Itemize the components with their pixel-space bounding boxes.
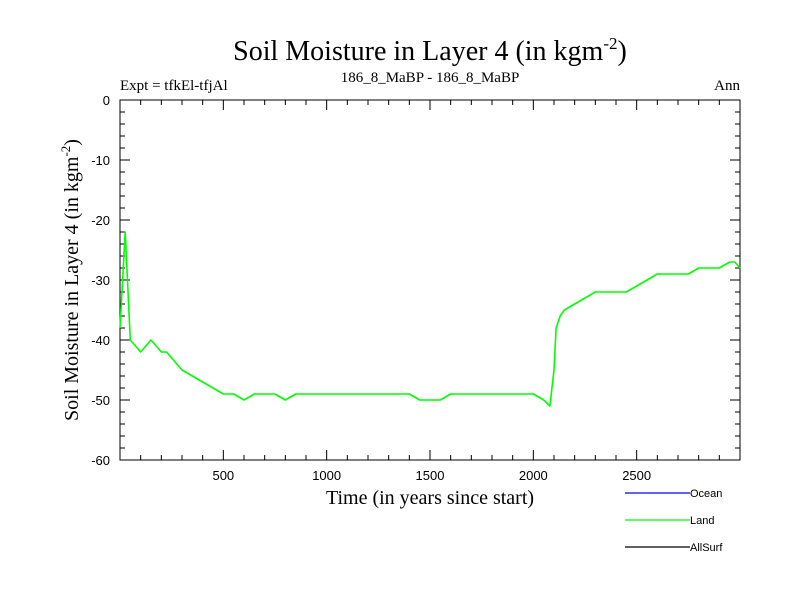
y-tick-label: -30 — [91, 273, 110, 288]
series-line-land — [119, 231, 741, 407]
legend-label-ocean: Ocean — [690, 488, 722, 500]
chart-title-close: ) — [618, 36, 627, 67]
y-axis-label-close: ) — [61, 139, 83, 146]
y-axis-label-sup: -2 — [58, 146, 73, 157]
subtitle-right: Ann — [714, 78, 740, 94]
x-tick-label: 1000 — [312, 468, 341, 483]
x-tick-label: 2500 — [622, 468, 651, 483]
legend-label-allsurf: AllSurf — [690, 542, 723, 554]
chart-title-sup: -2 — [603, 34, 617, 53]
y-tick-label: -60 — [91, 453, 110, 468]
chart-title: Soil Moisture in Layer 4 (in kgm-2) — [233, 34, 627, 67]
y-tick-label: -40 — [91, 333, 110, 348]
y-tick-label: 0 — [103, 93, 110, 108]
chart-title-main: Soil Moisture in Layer 4 (in kgm — [233, 36, 603, 67]
x-tick-label: 1500 — [416, 468, 445, 483]
y-axis-label: Soil Moisture in Layer 4 (in kgm-2) — [58, 139, 83, 421]
y-tick-label: -20 — [91, 213, 110, 228]
x-tick-label: 2000 — [519, 468, 548, 483]
y-axis-label-main: Soil Moisture in Layer 4 (in kgm — [61, 156, 83, 421]
axis-ticks: 500 1000 1500 2000 2500 0 -10 -20 -30 -40 -50 -60 — [91, 93, 740, 483]
x-tick-label: 500 — [212, 468, 234, 483]
subtitle-left: Expt = tfkEl-tfjAl — [120, 78, 228, 94]
legend: Ocean Land AllSurf — [625, 488, 723, 554]
y-tick-label: -50 — [91, 393, 110, 408]
y-tick-label: -10 — [91, 153, 110, 168]
x-axis-label: Time (in years since start) — [326, 487, 534, 509]
series-group — [119, 231, 741, 407]
legend-label-land: Land — [690, 515, 714, 527]
subtitle-center: 186_8_MaBP - 186_8_MaBP — [341, 70, 520, 86]
